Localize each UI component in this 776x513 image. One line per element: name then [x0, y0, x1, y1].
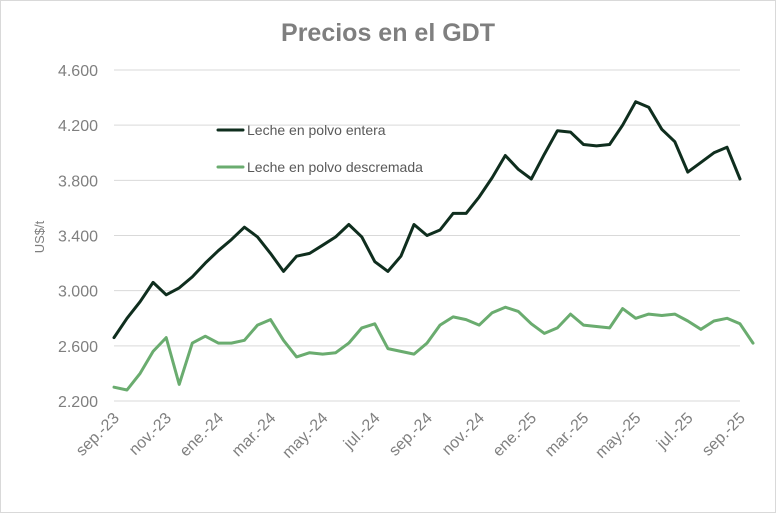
y-tick-label: 4.200: [58, 118, 98, 135]
x-axis-ticks: sep.-23 nov.-23 ene.-24 mar.-24 may.-24 jul.-…: [73, 410, 749, 462]
y-tick-label: 2.600: [58, 339, 98, 356]
y-tick-label: 2.200: [58, 394, 98, 411]
legend-label: Leche en polvo descremada: [247, 159, 423, 175]
x-tick-label: mar.-24: [229, 410, 279, 460]
x-tick-label: sep.-23: [73, 410, 123, 460]
chart-title: Precios en el GDT: [281, 19, 495, 47]
series-lines: [112, 100, 755, 392]
y-tick-label: 3.400: [58, 229, 98, 246]
x-tick-label: sep.-25: [699, 410, 749, 460]
x-tick-label: ene.-24: [177, 410, 227, 460]
x-tick-label: ene.-25: [490, 410, 540, 460]
gridlines: [114, 69, 740, 402]
x-tick-label: may.-25: [592, 410, 644, 462]
legend: Leche en polvo entera Leche en polvo desc…: [216, 122, 423, 175]
x-tick-label: jul.-24: [340, 410, 384, 454]
x-tick-label: sep.-24: [386, 410, 436, 460]
y-axis-label: US$/t: [32, 220, 47, 253]
y-tick-label: 4.600: [58, 63, 98, 80]
y-tick-label: 3.000: [58, 284, 98, 301]
y-tick-label: 3.800: [58, 173, 98, 190]
x-tick-label: mar.-25: [542, 410, 592, 460]
legend-label: Leche en polvo entera: [247, 122, 386, 138]
series-line-1: [112, 100, 742, 340]
x-tick-label: nov.-23: [126, 410, 175, 459]
x-tick-label: nov.-24: [439, 410, 488, 459]
x-tick-label: may.-24: [279, 410, 331, 462]
x-tick-label: jul.-25: [653, 410, 697, 454]
series-line-2: [112, 305, 755, 392]
y-axis-ticks: 2.200 2.600 3.000 3.400 3.800 4.200 4.600: [58, 63, 98, 411]
